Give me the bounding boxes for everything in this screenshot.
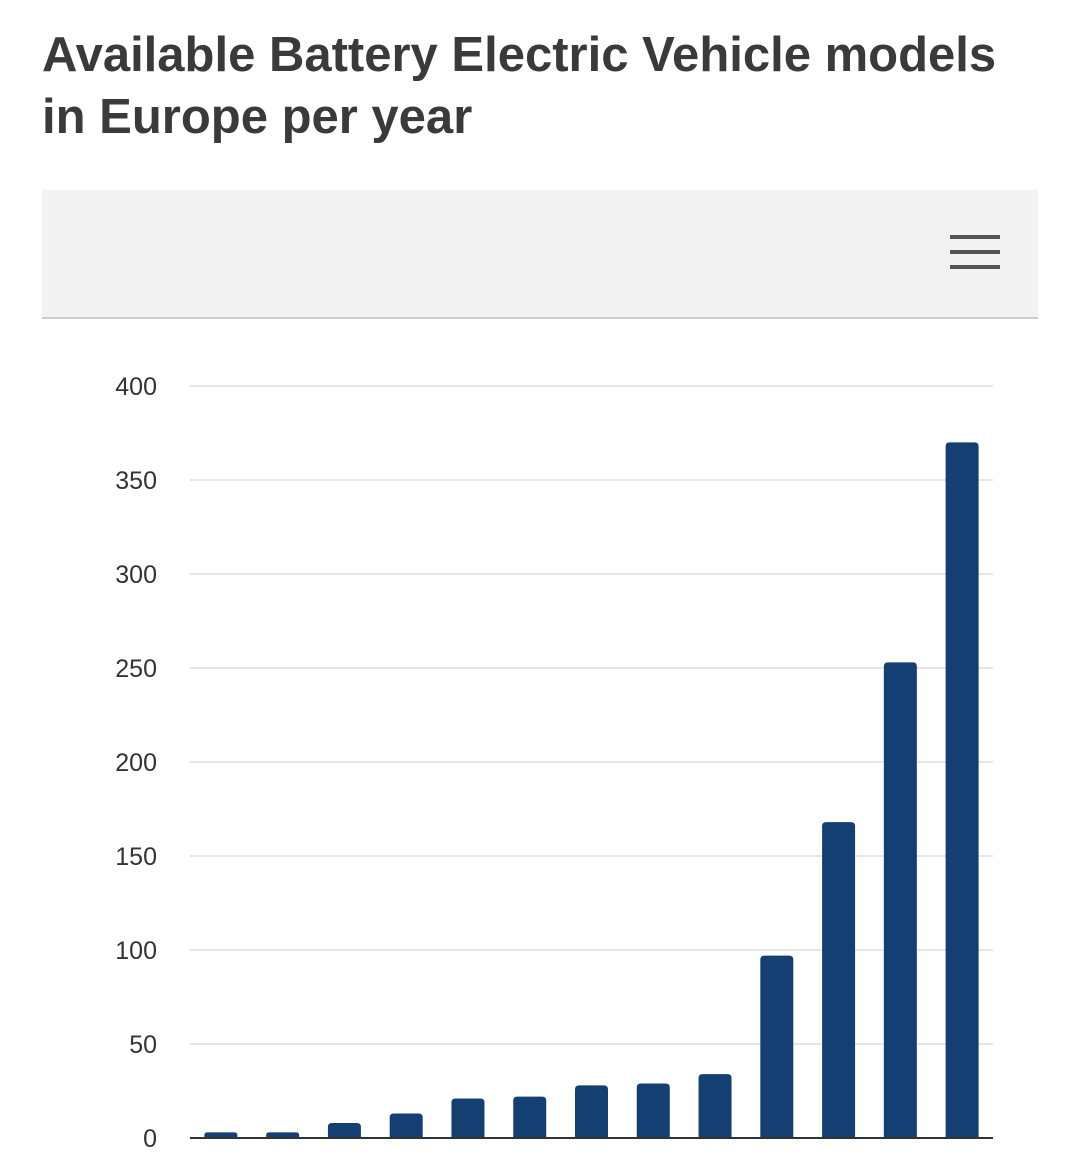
bar[interactable] [698,1074,732,1138]
y-tick-label: 250 [115,655,157,683]
bar[interactable] [513,1096,547,1138]
y-tick-label: 400 [115,373,157,401]
bar[interactable] [266,1132,300,1138]
bars [204,442,979,1138]
y-tick-label: 300 [115,561,157,589]
y-tick-label: 350 [115,467,157,495]
y-tick-label: 0 [143,1125,157,1153]
chart-title: Available Battery Electric Vehicle model… [42,28,997,144]
bar[interactable] [327,1122,361,1138]
chart-menu-button[interactable] [944,230,1000,274]
y-tick-label: 150 [115,843,157,871]
chart-toolbar [42,190,1038,319]
bar[interactable] [945,442,979,1138]
bar[interactable] [760,955,794,1138]
y-axis-tick-labels: 0 50 100 150 200 250 300 350 400 [115,373,157,1153]
bar[interactable] [636,1083,670,1138]
bar[interactable] [204,1132,238,1138]
bar[interactable] [389,1113,423,1138]
y-tick-label: 100 [115,937,157,965]
bar[interactable] [575,1085,608,1138]
y-tick-label: 200 [115,749,157,777]
grid-lines [190,385,993,1045]
y-tick-label: 50 [129,1031,157,1059]
bar-chart: 0 50 100 150 200 250 300 350 400 [115,373,993,1153]
bar[interactable] [451,1098,485,1138]
bar[interactable] [822,822,856,1138]
chart-area: 0 50 100 150 200 250 300 350 400 [0,330,1080,1167]
bar[interactable] [883,662,917,1138]
hamburger-menu-icon [950,235,1000,269]
